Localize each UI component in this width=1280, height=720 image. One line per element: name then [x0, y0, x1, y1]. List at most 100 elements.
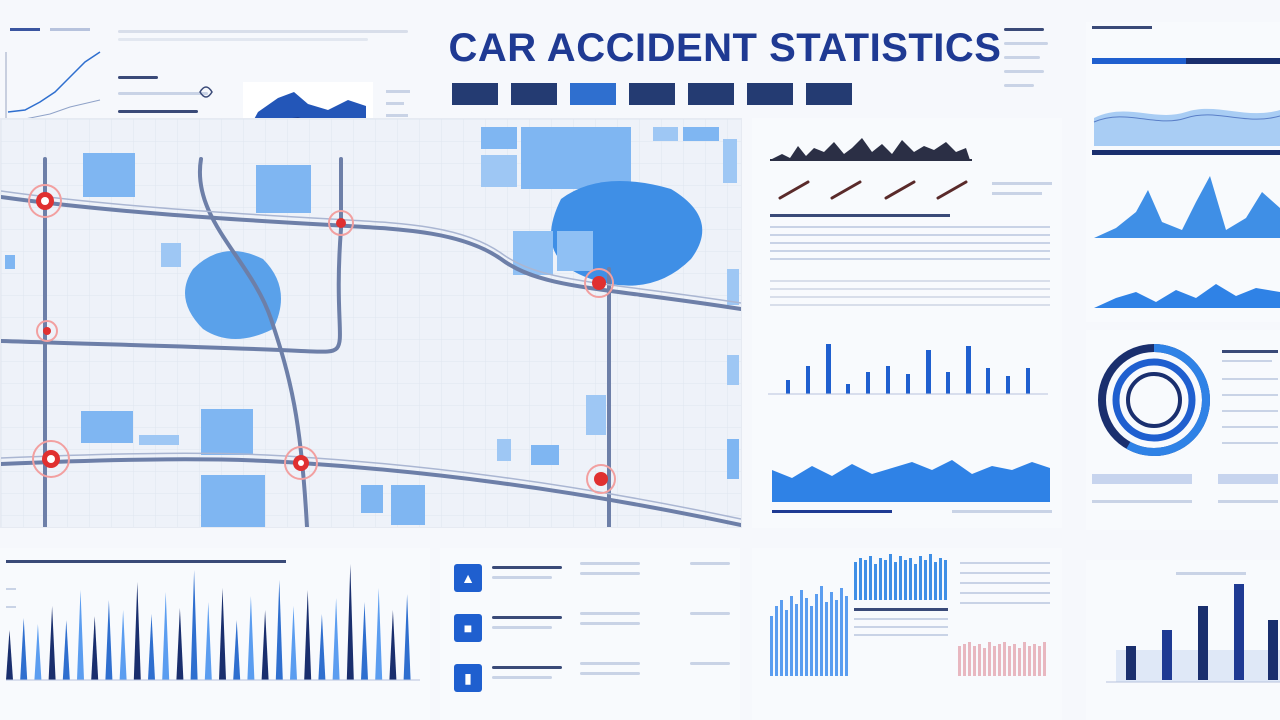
decor-bar	[904, 560, 907, 600]
decor-bar	[1033, 644, 1036, 676]
decor-bar	[988, 642, 991, 676]
decor-spike	[105, 600, 113, 680]
decor-spike	[176, 608, 184, 680]
page-title: CAR ACCIDENT STATISTICS	[448, 26, 1002, 70]
decor-bar	[1028, 646, 1031, 676]
decor-spike	[133, 582, 141, 680]
decor-bar	[869, 556, 872, 600]
decor-bar	[790, 596, 793, 676]
decor-bar	[899, 556, 902, 600]
decor-bar	[785, 610, 788, 676]
hotspot-5	[32, 440, 70, 478]
decor-bar	[815, 594, 818, 676]
decor-bar	[1013, 644, 1016, 676]
donut-panel	[1086, 330, 1280, 530]
decor-bar	[874, 564, 877, 600]
hotspot-2	[328, 210, 354, 236]
decor-spike	[403, 594, 411, 680]
decor-spike	[77, 590, 84, 680]
decor-spike	[361, 602, 368, 680]
decor-bar	[820, 586, 823, 676]
bottom-bar-chart	[6, 560, 420, 681]
decor-spike	[34, 624, 42, 680]
accident-map[interactable]	[0, 118, 742, 528]
decor-bar	[939, 558, 942, 600]
decor-bar	[894, 562, 897, 600]
document-icon[interactable]: ■	[454, 614, 482, 642]
decor-bar	[859, 558, 862, 600]
right-trend-panel	[1086, 22, 1280, 322]
hotspot-6	[284, 446, 318, 480]
tab-2[interactable]	[511, 83, 557, 105]
decor-spike	[304, 590, 312, 680]
decor-spike	[62, 620, 70, 680]
decor-bar	[909, 558, 912, 600]
decor-spike	[204, 602, 212, 680]
decor-spike	[119, 610, 127, 680]
donut-chart	[1092, 344, 1278, 503]
decor-bar	[929, 554, 932, 600]
bottom-list-panel: ▲ ■ ▮	[440, 548, 740, 720]
bottom-mixed-panel	[752, 548, 1062, 720]
decor-bar	[845, 596, 848, 676]
decor-spike	[233, 620, 241, 680]
decor-spike	[275, 580, 283, 680]
analytics-charts	[768, 138, 1052, 513]
decor-spike	[48, 606, 56, 680]
tab-1[interactable]	[452, 83, 498, 105]
decor-bar	[864, 560, 867, 600]
tab-bar	[452, 83, 852, 105]
decor-bar	[934, 562, 937, 600]
hotspot-7	[586, 464, 616, 494]
decor-spike	[318, 614, 326, 680]
chart-icon[interactable]: ▮	[454, 664, 482, 692]
decor-bar	[1018, 648, 1021, 676]
tab-7[interactable]	[806, 83, 852, 105]
decor-bar	[830, 592, 833, 676]
decor-spike	[346, 564, 354, 680]
location-icon[interactable]: ▲	[454, 564, 482, 592]
decor-bar	[914, 564, 917, 600]
decor-bar	[854, 562, 857, 600]
decor-bar	[800, 590, 803, 676]
decor-spike	[219, 588, 226, 680]
decor-bar	[993, 646, 996, 676]
decor-bar	[978, 644, 981, 676]
decor-bar	[1008, 646, 1011, 676]
decor-bar	[998, 644, 1001, 676]
decor-bar	[963, 644, 966, 676]
map-canvas	[1, 119, 741, 527]
decor-bar	[1038, 646, 1041, 676]
decor-bar	[884, 560, 887, 600]
decor-bar	[889, 554, 892, 600]
decor-spike	[290, 606, 297, 680]
tab-3[interactable]	[570, 83, 616, 105]
bottom-bar-chart-panel	[0, 548, 430, 720]
header-info-panel	[1000, 22, 1060, 112]
decor-spike	[375, 588, 383, 680]
decor-bar	[924, 560, 927, 600]
decor-bar	[775, 606, 778, 676]
decor-bar	[973, 646, 976, 676]
decor-bar	[968, 642, 971, 676]
decor-spike	[389, 610, 397, 680]
decor-bar	[810, 606, 813, 676]
decor-bar	[835, 600, 838, 676]
decor-bar	[840, 588, 843, 676]
bottom-right-bar-panel	[1086, 560, 1280, 720]
decor-bar	[879, 558, 882, 600]
decor-spike	[332, 598, 340, 680]
bottom-mixed-charts	[770, 554, 1050, 676]
tab-4[interactable]	[629, 83, 675, 105]
decor-spike	[6, 630, 13, 680]
decor-bar	[780, 600, 783, 676]
decor-spike	[190, 570, 198, 680]
decor-spike	[91, 616, 99, 680]
tab-5[interactable]	[688, 83, 734, 105]
decor-bar	[1023, 642, 1026, 676]
tab-6[interactable]	[747, 83, 793, 105]
decor-bar	[825, 602, 828, 676]
decor-bar	[1043, 642, 1046, 676]
decor-bar	[770, 616, 773, 676]
decor-bar	[944, 560, 947, 600]
